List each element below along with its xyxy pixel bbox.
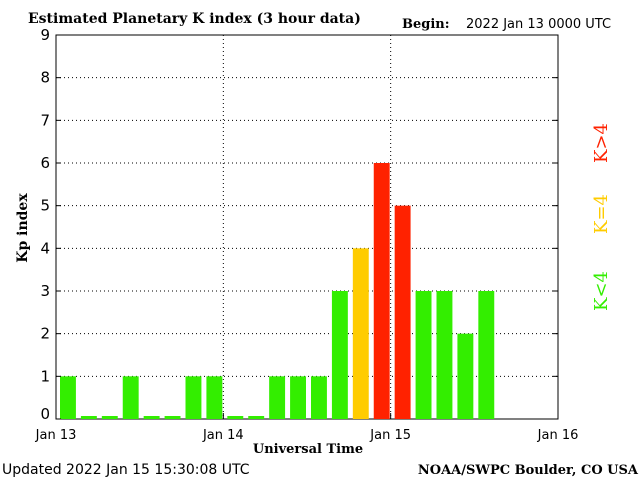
plot-area	[55, 34, 559, 420]
y-tick-label: 0	[40, 405, 50, 423]
legend-mid: K=4	[591, 194, 612, 234]
source-credit: NOAA/SWPC Boulder, CO USA	[418, 463, 639, 478]
kp-bar	[164, 416, 181, 419]
kp-bar	[436, 291, 453, 419]
begin-value: 2022 Jan 13 0000 UTC	[466, 17, 611, 32]
kp-bar	[122, 376, 139, 419]
kp-bar	[311, 376, 327, 419]
kp-bar	[394, 205, 411, 419]
y-axis-ticks: 0 1 2 3 4 5 6 7 8 9	[40, 26, 558, 423]
x-tick-label: Jan 14	[202, 428, 244, 443]
y-tick-label: 7	[40, 111, 50, 129]
x-axis-ticks: Jan 13 Jan 14 Jan 15 Jan 16	[35, 413, 579, 443]
y-tick-label: 4	[40, 239, 50, 257]
kp-bar	[143, 416, 160, 419]
kp-bar	[185, 376, 202, 419]
bars	[60, 163, 495, 419]
y-tick-label: 1	[40, 367, 50, 385]
x-tick-label: Jan 16	[537, 428, 579, 443]
kp-bar	[101, 416, 118, 419]
kp-bar	[248, 416, 265, 419]
kp-bar	[478, 291, 495, 419]
kp-bar	[457, 333, 474, 419]
x-axis-label: Universal Time	[253, 442, 363, 457]
kp-bar	[373, 163, 390, 419]
y-tick-label: 8	[40, 69, 50, 87]
updated-timestamp: Updated 2022 Jan 15 15:30:08 UTC	[2, 462, 250, 478]
kp-bar	[80, 416, 97, 419]
chart-title: Estimated Planetary K index (3 hour data…	[28, 11, 361, 27]
x-tick-label: Jan 13	[35, 428, 77, 443]
y-axis-label: Kp index	[15, 193, 31, 263]
kp-bar	[60, 376, 76, 419]
y-tick-label: 9	[40, 26, 50, 44]
kp-bar	[415, 291, 432, 419]
legend-low: K<4	[591, 271, 612, 311]
grid-lines	[56, 35, 558, 419]
begin-label: Begin:	[402, 17, 450, 32]
y-tick-label: 5	[40, 197, 50, 215]
kp-bar	[352, 248, 369, 419]
y-tick-label: 2	[40, 325, 50, 343]
kp-bar	[269, 376, 286, 419]
legend-high: K>4	[591, 123, 612, 163]
y-tick-label: 3	[40, 282, 50, 300]
kp-bar	[206, 376, 223, 419]
kp-bar	[227, 416, 244, 419]
kp-bar	[331, 291, 348, 419]
x-tick-label: Jan 15	[369, 428, 411, 443]
kp-bar	[290, 376, 306, 419]
y-tick-label: 6	[40, 154, 50, 172]
